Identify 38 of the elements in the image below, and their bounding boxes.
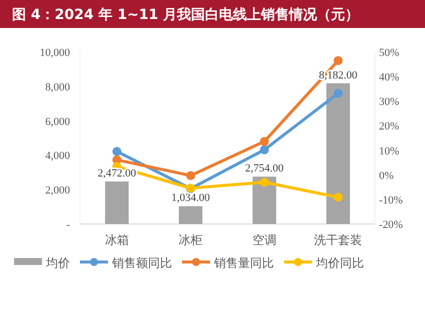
y-tick-label: 2,000 bbox=[45, 184, 70, 197]
y2-tick-label: 10% bbox=[379, 145, 400, 158]
y2-tick-label: 0% bbox=[379, 170, 394, 182]
y-tick-label: - bbox=[66, 219, 70, 231]
y-tick-label: 4,000 bbox=[45, 150, 70, 162]
point bbox=[260, 178, 269, 187]
bar bbox=[105, 181, 129, 224]
point bbox=[260, 136, 269, 146]
legend-label: 均价 bbox=[45, 256, 70, 270]
bar bbox=[252, 176, 276, 224]
y-tick-label: 6,000 bbox=[45, 116, 70, 128]
y2-tick-label: 30% bbox=[379, 96, 400, 108]
point bbox=[186, 171, 196, 180]
legend-label: 销售额同比 bbox=[111, 256, 172, 270]
y2-tick-label: 50% bbox=[379, 47, 400, 59]
y2-tick-label: 20% bbox=[379, 120, 400, 133]
point bbox=[334, 56, 343, 66]
y-tick-label: 10,000 bbox=[40, 47, 70, 59]
x-tick-label: 冰箱 bbox=[104, 233, 129, 247]
data-label: 2,754.00 bbox=[245, 162, 284, 175]
x-tick-label: 空调 bbox=[252, 233, 276, 247]
y2-tick-label: 40% bbox=[379, 72, 400, 84]
chart-title: 图 4：2024 年 1~11 月我国白电线上销售情况（元） bbox=[12, 7, 360, 23]
bar bbox=[178, 206, 202, 224]
point bbox=[334, 88, 343, 98]
y-tick-label: 8,000 bbox=[45, 81, 70, 94]
legend-label: 均价同比 bbox=[315, 256, 364, 270]
legend-label: 销售量同比 bbox=[213, 256, 274, 270]
x-tick-label: 冰柜 bbox=[178, 233, 203, 247]
point bbox=[112, 147, 122, 156]
point bbox=[260, 145, 269, 154]
point bbox=[334, 192, 343, 202]
data-label: 2,472.00 bbox=[98, 167, 137, 180]
data-label: 1,034.00 bbox=[171, 192, 210, 204]
y2-tick-label: -10% bbox=[379, 194, 403, 206]
x-tick-label: 洗干套装 bbox=[314, 233, 362, 247]
bar bbox=[326, 83, 350, 224]
y2-tick-label: -20% bbox=[379, 219, 403, 231]
